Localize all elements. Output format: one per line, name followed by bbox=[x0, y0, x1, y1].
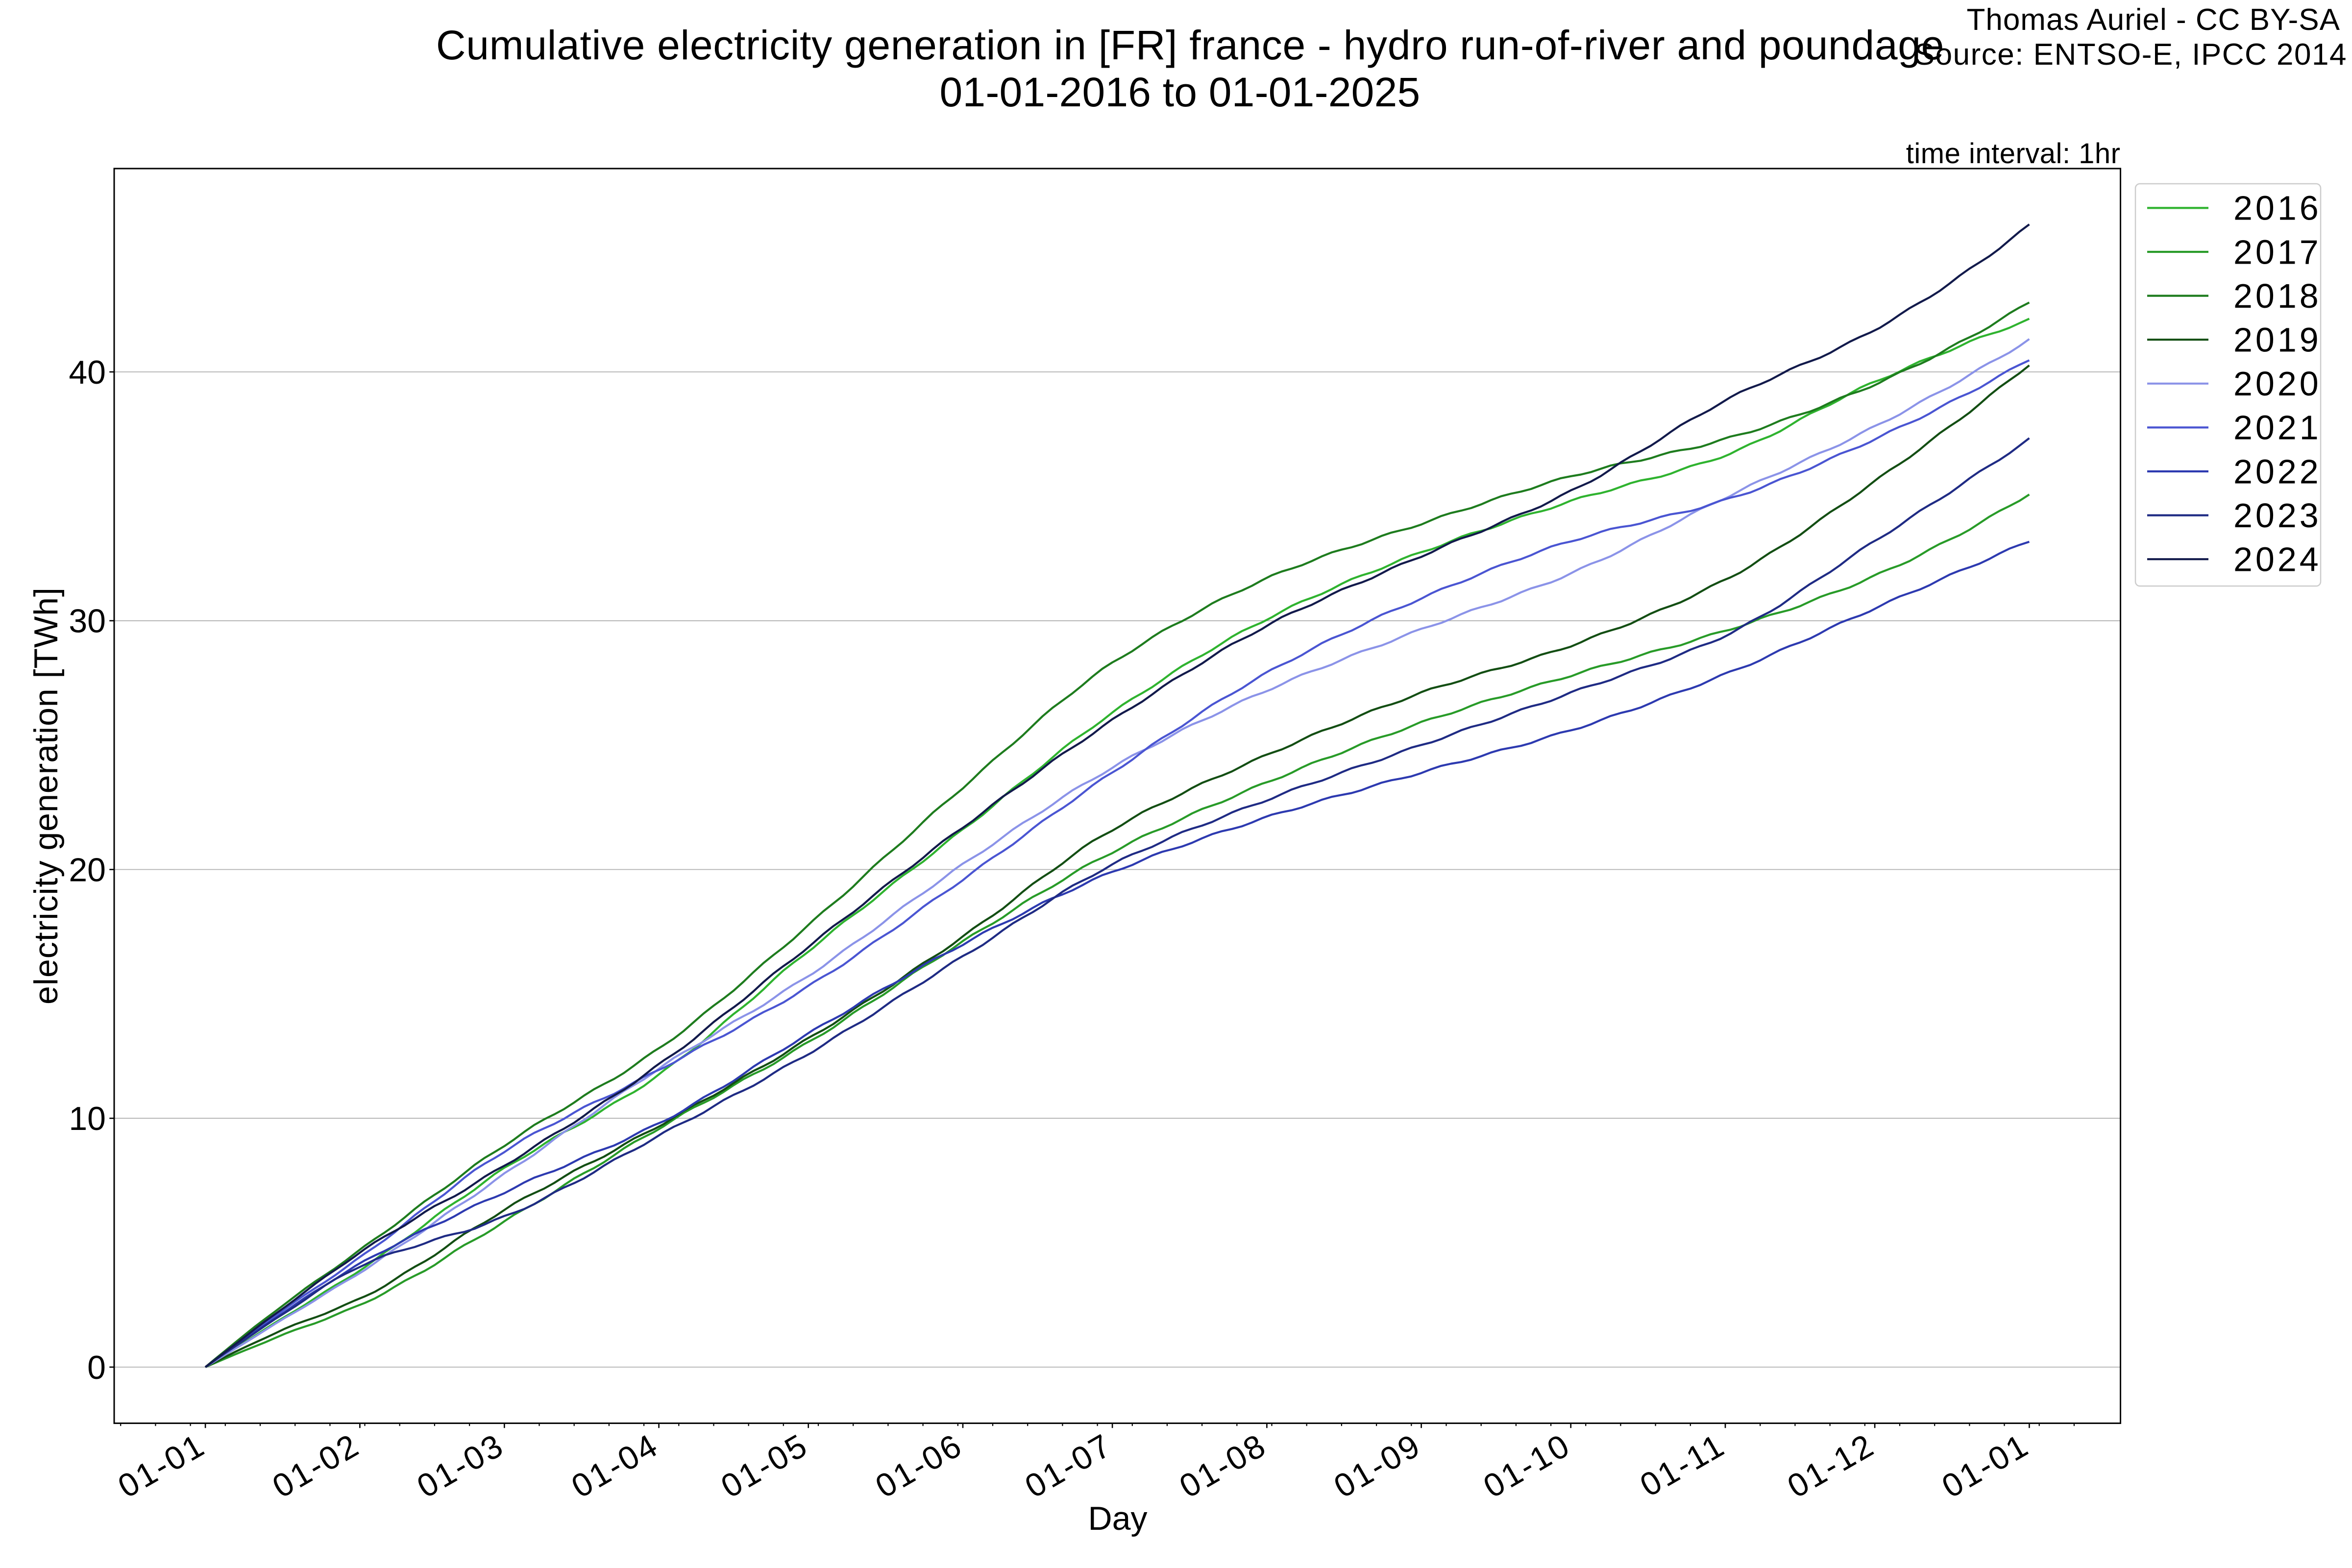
svg-text:2019: 2019 bbox=[2233, 321, 2322, 359]
svg-text:2017: 2017 bbox=[2233, 233, 2322, 271]
svg-text:10: 10 bbox=[69, 1100, 106, 1137]
svg-text:time interval: 1hr: time interval: 1hr bbox=[1906, 138, 2121, 170]
svg-text:0: 0 bbox=[87, 1349, 106, 1386]
svg-text:40: 40 bbox=[69, 354, 106, 391]
svg-text:2022: 2022 bbox=[2233, 452, 2322, 490]
svg-text:electricity generation [TWh]: electricity generation [TWh] bbox=[27, 587, 65, 1004]
svg-text:2020: 2020 bbox=[2233, 365, 2322, 403]
svg-text:2021: 2021 bbox=[2233, 409, 2322, 447]
svg-text:2018: 2018 bbox=[2233, 277, 2322, 315]
svg-text:20: 20 bbox=[69, 851, 106, 888]
svg-text:Cumulative electricity generat: Cumulative electricity generation in [FR… bbox=[436, 22, 1944, 68]
svg-text:2016: 2016 bbox=[2233, 189, 2322, 227]
svg-text:2023: 2023 bbox=[2233, 496, 2322, 535]
svg-text:Day: Day bbox=[1088, 1500, 1148, 1537]
svg-text:2024: 2024 bbox=[2233, 540, 2322, 579]
svg-text:Thomas Auriel - CC BY-SA: Thomas Auriel - CC BY-SA bbox=[1966, 3, 2340, 37]
svg-text:30: 30 bbox=[69, 603, 106, 640]
svg-text:01-01-2016 to 01-01-2025: 01-01-2016 to 01-01-2025 bbox=[940, 69, 1421, 115]
svg-text:Source: ENTSO-E, IPCC 2014: Source: ENTSO-E, IPCC 2014 bbox=[1914, 38, 2347, 72]
